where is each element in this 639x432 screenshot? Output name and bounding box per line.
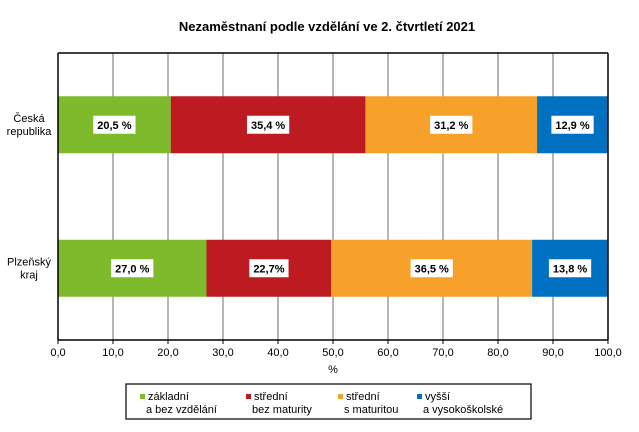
- x-tick-label: 30,0: [212, 347, 233, 359]
- x-tick-label: 60,0: [377, 347, 398, 359]
- data-label-text: 31,2 %: [434, 120, 468, 132]
- legend-item: základní a bez vzdělání: [140, 391, 217, 416]
- legend-item: vyšší a vysokoškolské: [417, 391, 503, 416]
- x-tick-label: 10,0: [102, 347, 123, 359]
- data-label-background: [111, 259, 154, 278]
- x-tick-label: 100,0: [594, 347, 622, 359]
- category-label-line: Plzeňský: [7, 256, 52, 268]
- x-tick-label: 90,0: [542, 347, 563, 359]
- bars: 20,5 % 35,4 % 31,2 % 12,9 % 27,0 % 22,7% 36,5 …: [58, 96, 608, 297]
- data-label-background: [548, 259, 592, 278]
- data-label-background: [430, 115, 473, 134]
- legend-item: střední s maturitou: [338, 391, 398, 416]
- data-label-text: 35,4 %: [251, 120, 285, 132]
- legend-label: střední bez maturity: [252, 391, 312, 416]
- data-label: 31,2 %: [430, 115, 473, 134]
- data-label-text: 13,8 %: [553, 263, 587, 275]
- legend-label-line: a bez vzdělání: [146, 404, 217, 416]
- x-tick-label: 80,0: [487, 347, 508, 359]
- legend-swatch: [140, 394, 145, 399]
- legend-label-line: vyšší: [425, 391, 450, 403]
- legend-label-line: bez maturity: [252, 404, 312, 416]
- data-label: 22,7%: [249, 259, 289, 278]
- category-label-line: Česká: [13, 112, 45, 125]
- legend-box: [125, 383, 532, 420]
- data-label-text: 27,0 %: [115, 263, 149, 275]
- data-label: 35,4 %: [246, 115, 290, 134]
- legend-label: střední s maturitou: [344, 391, 398, 416]
- legend-label-line: střední: [346, 391, 380, 403]
- chart-title: Nezaměstnaní podle vzdělání ve 2. čtvrtl…: [179, 19, 475, 34]
- x-tick-label: 40,0: [267, 347, 288, 359]
- data-label-text: 20,5 %: [97, 120, 131, 132]
- data-label-background: [246, 115, 290, 134]
- category-labels: Česká republika Plzeňský kraj: [7, 112, 53, 282]
- x-tick-label: 70,0: [432, 347, 453, 359]
- axes: [57, 52, 609, 344]
- data-label-background: [93, 115, 136, 134]
- category-label: Plzeňský kraj: [7, 256, 52, 281]
- data-label-text: 22,7%: [253, 263, 284, 275]
- category-label-line: republika: [7, 126, 53, 138]
- data-label: 13,8 %: [548, 259, 592, 278]
- legend-label-line: střední: [254, 391, 288, 403]
- gridlines: [112, 53, 554, 340]
- legend-label-line: a vysokoškolské: [423, 404, 503, 416]
- data-label-background: [410, 259, 453, 278]
- category-label: Česká republika: [7, 112, 53, 138]
- legend-label-line: základní: [148, 391, 189, 403]
- data-label-background: [551, 115, 594, 134]
- category-label-line: kraj: [20, 269, 38, 281]
- x-tick-label: 0,0: [50, 347, 65, 359]
- data-label: 27,0 %: [111, 259, 154, 278]
- legend-swatch: [417, 394, 422, 399]
- legend-label: vyšší a vysokoškolské: [423, 391, 503, 416]
- legend-item: střední bez maturity: [246, 391, 312, 416]
- data-label: 20,5 %: [93, 115, 136, 134]
- x-tick-label: 20,0: [157, 347, 178, 359]
- x-tick-labels: 0,0 10,0 20,0 30,0 40,0 50,0 60,0 70,0 80,0 90,0 1…: [50, 347, 621, 359]
- legend-swatch: [338, 394, 343, 399]
- x-tick-label: 50,0: [322, 347, 343, 359]
- legend-label-line: s maturitou: [344, 404, 398, 416]
- data-label: 36,5 %: [410, 259, 453, 278]
- data-label: 12,9 %: [551, 115, 594, 134]
- data-label-text: 12,9 %: [555, 120, 589, 132]
- data-label-background: [249, 259, 289, 278]
- legend-swatch: [246, 394, 251, 399]
- legend-label: základní a bez vzdělání: [146, 391, 217, 416]
- x-axis-title: %: [328, 364, 338, 376]
- data-label-text: 36,5 %: [415, 263, 449, 275]
